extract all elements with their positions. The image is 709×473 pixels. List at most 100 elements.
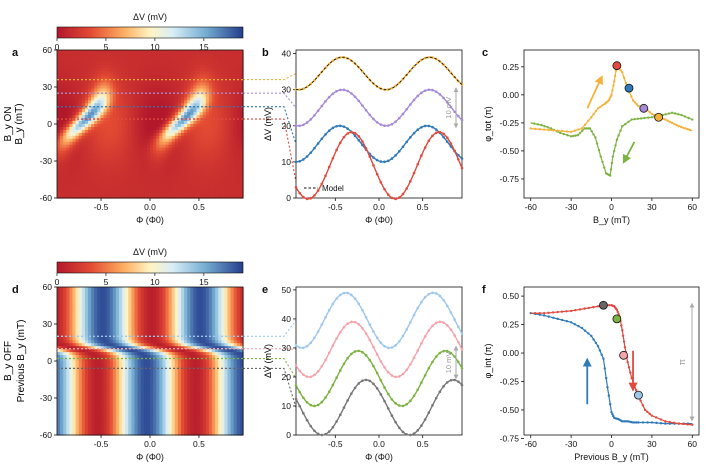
heatmap-cell <box>233 132 238 137</box>
heatmap-cell <box>199 97 204 101</box>
heatmap-cell <box>63 121 67 125</box>
heatmap-cell <box>193 189 198 193</box>
heatmap-cell <box>128 144 132 149</box>
heatmap-cell <box>81 91 86 95</box>
heatmap-cell <box>230 97 235 101</box>
heatmap-cell <box>193 132 198 137</box>
heatmap-cell <box>156 328 160 332</box>
heatmap-cell <box>140 363 145 368</box>
heatmap-cell <box>171 304 176 309</box>
heatmap-cell <box>171 363 176 368</box>
heatmap-cell <box>196 174 201 178</box>
heatmap-cell <box>84 310 89 315</box>
heatmap-cell <box>97 298 101 303</box>
heatmap-cell <box>221 189 225 193</box>
heatmap-cell <box>75 313 80 318</box>
heatmap-cell <box>205 183 210 187</box>
heatmap-cell <box>233 129 238 134</box>
heatmap-cell <box>165 287 170 291</box>
heatmap-cell <box>119 85 123 90</box>
heatmap-cell <box>94 304 98 309</box>
heatmap-cell <box>122 298 126 303</box>
heatmap-cell <box>208 88 213 93</box>
heatmap-cell <box>153 355 157 359</box>
heatmap-cell <box>215 195 219 199</box>
heatmap-cell <box>168 135 173 140</box>
heatmap-cell <box>212 355 216 359</box>
heatmap-cell <box>212 100 216 104</box>
heatmap-cell <box>193 115 198 119</box>
heatmap-cell <box>174 316 179 321</box>
heatmap-cell <box>239 352 244 356</box>
heatmap-cell <box>187 319 191 324</box>
heatmap-cell <box>239 162 244 167</box>
heatmap-cell <box>81 366 86 371</box>
heatmap-cell <box>177 316 182 321</box>
heatmap-cell <box>224 195 229 199</box>
heatmap-cell <box>115 369 120 374</box>
heatmap-cell <box>221 363 225 368</box>
heatmap-cell <box>146 174 151 178</box>
heatmap-cell <box>81 103 86 107</box>
heatmap-cell <box>196 129 201 134</box>
heatmap-cell <box>125 355 129 359</box>
heatmap-cell <box>193 192 198 196</box>
heatmap-cell <box>227 85 232 90</box>
heatmap-cell <box>91 124 95 128</box>
heatmap-cell <box>196 168 201 172</box>
heatmap-cell <box>184 174 188 178</box>
heatmap-cell <box>146 195 151 199</box>
heatmap-cell <box>128 135 132 140</box>
heatmap-cell <box>122 88 126 93</box>
heatmap-cell <box>174 372 179 377</box>
heatmap-cell <box>94 50 98 54</box>
heatmap-cell <box>119 189 123 193</box>
heatmap-cell <box>122 159 126 164</box>
heatmap-cell <box>215 112 219 116</box>
heatmap-cell <box>150 337 154 341</box>
heatmap-cell <box>75 150 80 155</box>
heatmap-cell <box>143 301 148 306</box>
heatmap-cell <box>100 124 105 128</box>
heatmap-cell <box>221 156 225 161</box>
heatmap-cell <box>122 287 126 291</box>
heatmap-cell <box>153 162 157 167</box>
heatmap-cell <box>199 192 204 196</box>
heatmap-cell <box>177 307 182 312</box>
heatmap-cell <box>218 50 222 54</box>
heatmap-cell <box>131 112 136 116</box>
heatmap-cell <box>227 295 232 300</box>
heatmap-cell <box>72 310 77 315</box>
heatmap-cell <box>233 126 238 131</box>
heatmap-cell <box>239 289 244 294</box>
heatmap-cell <box>103 82 108 87</box>
heatmap-cell <box>159 352 163 356</box>
heatmap-cell <box>236 301 241 306</box>
heatmap-cell <box>208 121 213 125</box>
heatmap-cell <box>140 313 145 318</box>
heatmap-cell <box>66 343 70 347</box>
heatmap-cell <box>146 76 151 81</box>
heatmap-cell <box>97 150 101 155</box>
heatmap-cell <box>57 118 61 122</box>
heatmap-cell <box>78 94 83 98</box>
heatmap-cell <box>212 70 216 75</box>
heatmap-cell <box>181 325 185 330</box>
heatmap-cell <box>88 313 92 318</box>
heatmap-cell <box>78 121 83 125</box>
heatmap-cell <box>153 180 157 184</box>
heatmap-cell <box>165 100 170 104</box>
heatmap-cell <box>239 331 244 335</box>
heatmap-cell <box>221 322 225 327</box>
heatmap-cell <box>202 358 207 362</box>
heatmap-cell <box>131 168 136 172</box>
heatmap-cell <box>153 186 157 190</box>
heatmap-cell <box>97 287 101 291</box>
heatmap-cell <box>218 304 222 309</box>
heatmap-cell <box>156 141 160 146</box>
heatmap-cell <box>193 64 198 69</box>
heatmap-cell <box>233 85 238 90</box>
heatmap-cell <box>190 310 194 315</box>
heatmap-cell <box>91 372 95 377</box>
heatmap-cell <box>221 88 225 93</box>
